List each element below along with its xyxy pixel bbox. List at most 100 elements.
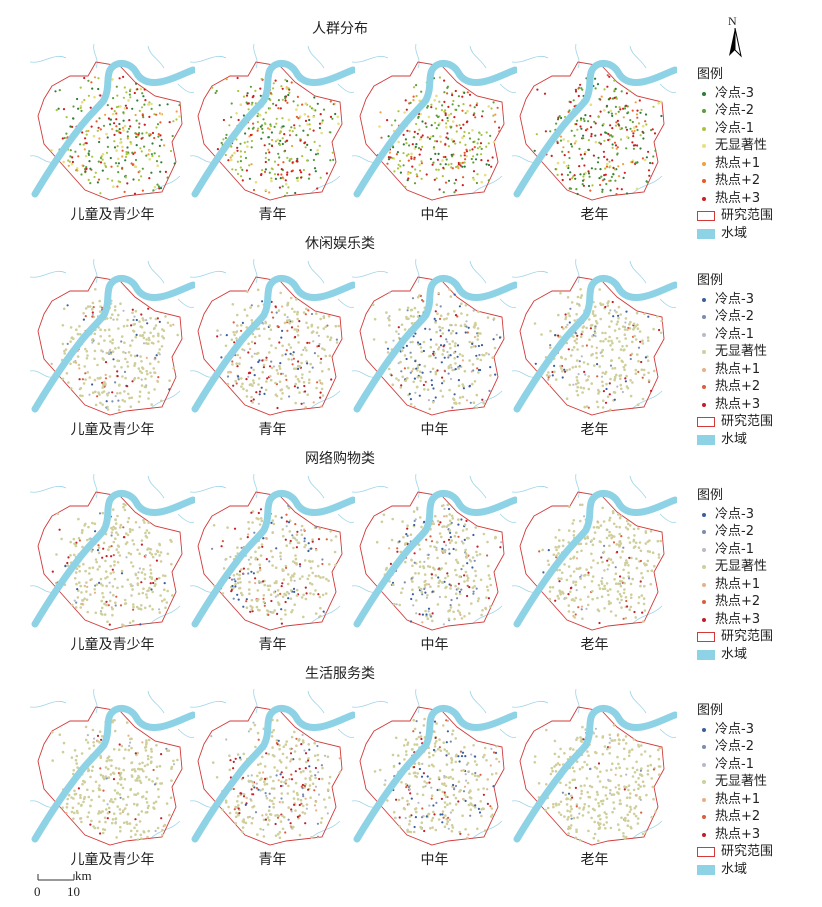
hotspot-dot-ns (625, 344, 629, 348)
hotspot-dot-ns (627, 522, 630, 526)
hotspot-dot-cold1 (243, 141, 246, 144)
hotspot-dot-cold1 (420, 177, 423, 180)
hotspot-dot-ns (235, 362, 238, 365)
hotspot-dot-cold1 (281, 784, 284, 787)
map-panel: 中年 (352, 689, 517, 868)
hotspot-dot-hot2 (269, 92, 272, 95)
hotspot-dot-hot2 (396, 547, 399, 550)
hotspot-dot-cold2 (224, 136, 227, 140)
stream (352, 270, 389, 278)
hotspot-dot-ns (637, 527, 640, 530)
hotspot-dot-cold3 (568, 321, 571, 324)
hotspot-dot-hot3 (411, 165, 414, 168)
hotspot-dot-hot2 (456, 315, 459, 318)
hotspot-dot-ns (102, 776, 105, 779)
hotspot-dot-hot3 (61, 137, 64, 140)
hotspot-dot-ns (573, 616, 576, 619)
hotspot-dot-ns (442, 349, 445, 353)
hotspot-dot-ns (548, 590, 552, 593)
hotspot-dot-ns (567, 312, 570, 315)
hotspot-dot-cold3 (279, 139, 282, 142)
hotspot-dot-ns (328, 563, 331, 566)
hotspot-dot-ns (615, 336, 619, 340)
hotspot-dot-hot3 (286, 171, 289, 174)
hotspot-dot-hot3 (233, 341, 236, 344)
hotspot-dot-ns (417, 586, 421, 589)
hotspot-dot-cold3 (551, 374, 554, 377)
hotspot-dot-hot3 (443, 100, 446, 103)
hotspot-dot-ns (134, 521, 138, 524)
hotspot-dot-ns (238, 586, 242, 590)
hotspot-dot-ns (84, 347, 87, 351)
hotspot-dot-ns (259, 827, 262, 831)
hotspot-dot-hot3 (576, 334, 579, 337)
hotspot-dot-cold1 (108, 581, 111, 584)
hotspot-dot-hot1 (315, 809, 318, 812)
hotspot-dot-cold3 (98, 581, 101, 584)
hotspot-dot-ns (141, 795, 145, 798)
hotspot-dot-ns (152, 367, 155, 370)
hotspot-dot-cold2 (277, 99, 280, 102)
hotspot-dot-hot3 (550, 154, 553, 157)
hotspot-dot-ns (409, 402, 413, 406)
hotspot-dot-ns (88, 747, 91, 750)
legend-label: 水域 (721, 225, 748, 241)
hotspot-dot-ns (565, 397, 569, 400)
hotspot-dot-ns (228, 768, 232, 772)
hotspot-dot-ns (643, 312, 646, 316)
hotspot-dot-ns (111, 341, 114, 345)
hotspot-dot-ns (268, 584, 272, 588)
hotspot-dot-ns (439, 389, 443, 393)
hotspot-dot-ns (79, 817, 82, 820)
hotspot-dot-ns (403, 354, 407, 357)
hotspot-dot-hot3 (439, 335, 442, 338)
hotspot-dot-ns (554, 378, 558, 381)
hotspot-dot-ns (269, 378, 273, 382)
hotspot-dot-ns (322, 576, 325, 579)
hotspot-dot-ns (279, 555, 282, 558)
hotspot-dot-ns (642, 368, 646, 372)
hotspot-dot-ns (411, 580, 414, 583)
hotspot-dot-ns (416, 315, 420, 318)
hotspot-dot-hot1 (297, 325, 300, 328)
hotspot-dot-hot1 (439, 140, 442, 143)
hotspot-dot-hot2 (437, 568, 440, 571)
hotspot-dot-ns (481, 353, 484, 357)
hotspot-dot-cold1 (154, 829, 157, 833)
hotspot-dot-cold3 (245, 598, 248, 601)
hotspot-dot-hot2 (300, 802, 303, 805)
hotspot-dot-cold1 (462, 135, 466, 138)
hotspot-dot-cold1 (148, 133, 151, 136)
hotspot-dot-ns (624, 317, 628, 320)
hotspot-dot-ns (444, 562, 448, 565)
hotspot-dot-ns (71, 806, 75, 810)
hotspot-dot-hot3 (245, 378, 248, 381)
hotspot-dot-ns (86, 815, 89, 819)
hotspot-dot-cold3 (487, 163, 491, 167)
hotspot-dot-cold1 (129, 88, 132, 91)
hotspot-dot-ns (93, 826, 97, 830)
stream (512, 585, 537, 593)
hotspot-dot-cold1 (91, 155, 94, 158)
hotspot-dot-cold3 (622, 176, 625, 179)
hotspot-dot-ns (627, 536, 630, 540)
hotspot-dot-cold3 (293, 590, 296, 593)
hotspot-dot-ns (557, 577, 560, 580)
hotspot-dot-ns (290, 758, 293, 761)
hotspot-dot-ns (423, 580, 426, 584)
hotspot-dot-ns (609, 109, 613, 113)
hotspot-dot-ns (61, 377, 65, 381)
hotspot-dot-cold2 (432, 161, 435, 164)
hotspot-dot-hot3 (314, 766, 317, 770)
hotspot-dot-ns (305, 321, 308, 325)
hotspot-dot-cold3 (250, 570, 253, 573)
hotspot-dot-ns (478, 553, 482, 556)
hotspot-dot-cold2 (568, 109, 571, 112)
hotspot-dot-ns (435, 330, 438, 334)
hotspot-dot-cold2 (430, 615, 433, 618)
hotspot-dot-cold2 (117, 399, 120, 402)
hotspot-dot-ns (123, 390, 126, 393)
hotspot-dot-ns (309, 362, 312, 366)
hotspot-dot-cold2 (153, 152, 156, 155)
hotspot-dot-hot3 (567, 348, 570, 351)
